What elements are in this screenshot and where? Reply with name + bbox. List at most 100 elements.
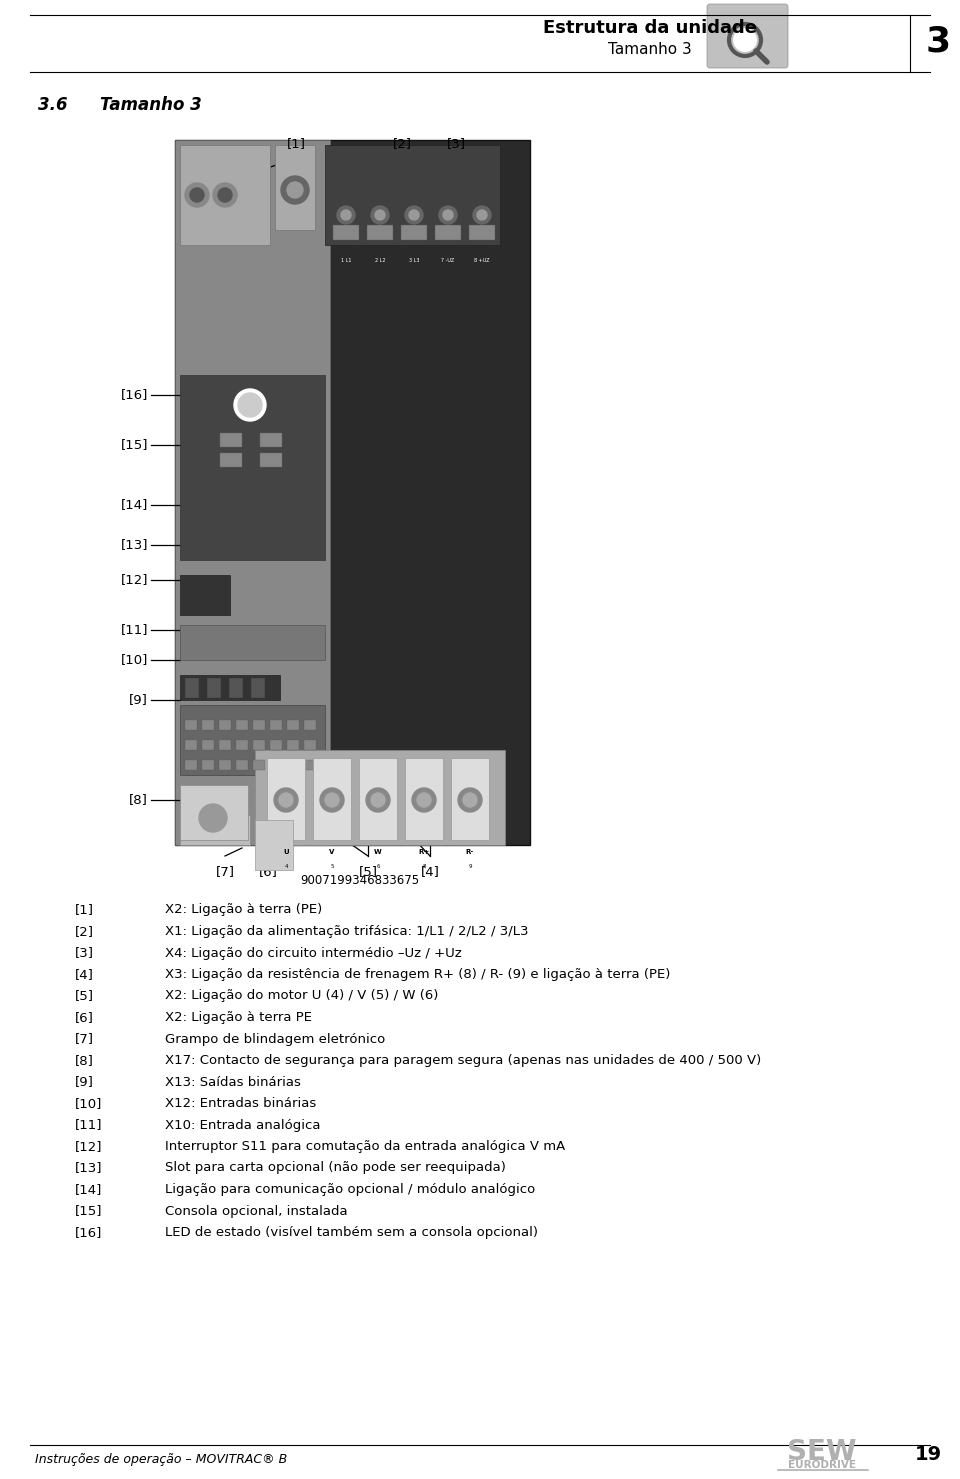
- Text: [8]: [8]: [130, 794, 148, 806]
- Circle shape: [733, 28, 757, 52]
- Bar: [260, 433, 282, 447]
- Bar: [451, 759, 489, 840]
- Text: 9: 9: [468, 864, 471, 868]
- Bar: [180, 575, 230, 615]
- Text: [13]: [13]: [75, 1161, 103, 1174]
- Bar: [270, 740, 282, 750]
- Text: Slot para carta opcional (não pode ser reequipada): Slot para carta opcional (não pode ser r…: [165, 1161, 506, 1174]
- Bar: [251, 677, 265, 698]
- Circle shape: [473, 206, 491, 223]
- Text: X2: Ligação à terra (PE): X2: Ligação à terra (PE): [165, 904, 323, 917]
- Text: 1 L1: 1 L1: [341, 257, 351, 262]
- Circle shape: [417, 793, 431, 808]
- Text: EURODRIVE: EURODRIVE: [788, 1460, 856, 1470]
- Text: [2]: [2]: [393, 138, 412, 149]
- Bar: [469, 225, 495, 240]
- Bar: [219, 760, 231, 771]
- Text: 3.6: 3.6: [38, 96, 67, 114]
- Text: [12]: [12]: [121, 574, 148, 587]
- Bar: [236, 740, 248, 750]
- Text: 6: 6: [376, 864, 380, 868]
- Bar: [180, 376, 325, 561]
- Circle shape: [439, 206, 457, 223]
- Text: X2: Ligação à terra PE: X2: Ligação à terra PE: [165, 1012, 312, 1023]
- Circle shape: [199, 805, 227, 833]
- Bar: [219, 740, 231, 750]
- Bar: [405, 759, 443, 840]
- FancyBboxPatch shape: [707, 4, 788, 68]
- Circle shape: [279, 793, 293, 808]
- Text: [7]: [7]: [75, 1032, 94, 1046]
- Text: [11]: [11]: [75, 1118, 103, 1131]
- Circle shape: [371, 206, 389, 223]
- Bar: [367, 225, 393, 240]
- Text: [15]: [15]: [121, 438, 148, 451]
- Text: [10]: [10]: [75, 1097, 103, 1111]
- Text: [6]: [6]: [75, 1012, 94, 1023]
- Circle shape: [458, 788, 482, 812]
- Text: Tamanho 3: Tamanho 3: [608, 43, 692, 58]
- Circle shape: [375, 210, 385, 220]
- Text: 3: 3: [925, 25, 950, 59]
- Text: X17: Contacto de segurança para paragem segura (apenas nas unidades de 400 / 500: X17: Contacto de segurança para paragem …: [165, 1055, 761, 1066]
- Circle shape: [477, 210, 487, 220]
- Text: 4: 4: [284, 864, 288, 868]
- Bar: [304, 760, 316, 771]
- Text: Grampo de blindagem eletrónico: Grampo de blindagem eletrónico: [165, 1032, 385, 1046]
- Text: X2: Ligação do motor U (4) / V (5) / W (6): X2: Ligação do motor U (4) / V (5) / W (…: [165, 989, 439, 1003]
- Bar: [180, 626, 325, 660]
- Bar: [253, 740, 265, 750]
- Bar: [359, 759, 397, 840]
- Text: X13: Saídas binárias: X13: Saídas binárias: [165, 1075, 300, 1089]
- Circle shape: [341, 210, 351, 220]
- Text: 8 +UZ: 8 +UZ: [474, 257, 490, 262]
- Text: Interruptor S11 para comutação da entrada analógica V mA: Interruptor S11 para comutação da entrad…: [165, 1140, 565, 1154]
- Text: 9007199346833675: 9007199346833675: [300, 874, 420, 886]
- Circle shape: [337, 206, 355, 223]
- Text: W: W: [374, 849, 382, 855]
- Bar: [435, 225, 461, 240]
- Bar: [267, 759, 305, 840]
- Bar: [304, 720, 316, 731]
- Text: 19: 19: [915, 1445, 942, 1464]
- Bar: [236, 760, 248, 771]
- Text: LED de estado (visível também sem a consola opcional): LED de estado (visível também sem a cons…: [165, 1226, 538, 1239]
- Bar: [180, 815, 250, 845]
- Circle shape: [443, 210, 453, 220]
- Text: 3 L3: 3 L3: [409, 257, 420, 262]
- Bar: [202, 740, 214, 750]
- Bar: [275, 145, 315, 231]
- Bar: [236, 720, 248, 731]
- Text: [9]: [9]: [75, 1075, 94, 1089]
- Text: [14]: [14]: [121, 498, 148, 512]
- Circle shape: [463, 793, 477, 808]
- Text: Estrutura da unidade: Estrutura da unidade: [543, 19, 757, 37]
- Circle shape: [412, 788, 436, 812]
- Text: R-: R-: [466, 849, 474, 855]
- Circle shape: [213, 183, 237, 207]
- Bar: [270, 760, 282, 771]
- Text: X10: Entrada analógica: X10: Entrada analógica: [165, 1118, 321, 1131]
- Circle shape: [274, 788, 298, 812]
- Text: V: V: [329, 849, 335, 855]
- Text: [1]: [1]: [286, 138, 305, 149]
- Bar: [229, 677, 243, 698]
- Bar: [325, 145, 500, 246]
- Text: [4]: [4]: [420, 865, 440, 879]
- Circle shape: [409, 210, 419, 220]
- Bar: [270, 720, 282, 731]
- Text: [13]: [13]: [121, 538, 148, 552]
- Text: [3]: [3]: [446, 138, 466, 149]
- Text: [14]: [14]: [75, 1183, 103, 1197]
- Bar: [180, 145, 270, 246]
- Text: [5]: [5]: [358, 865, 377, 879]
- Text: SEW: SEW: [787, 1438, 856, 1466]
- Bar: [253, 760, 265, 771]
- Bar: [202, 720, 214, 731]
- Bar: [260, 453, 282, 467]
- Text: [5]: [5]: [75, 989, 94, 1003]
- Bar: [185, 740, 197, 750]
- Bar: [253, 720, 265, 731]
- Circle shape: [371, 793, 385, 808]
- Text: 7 -UZ: 7 -UZ: [442, 257, 455, 262]
